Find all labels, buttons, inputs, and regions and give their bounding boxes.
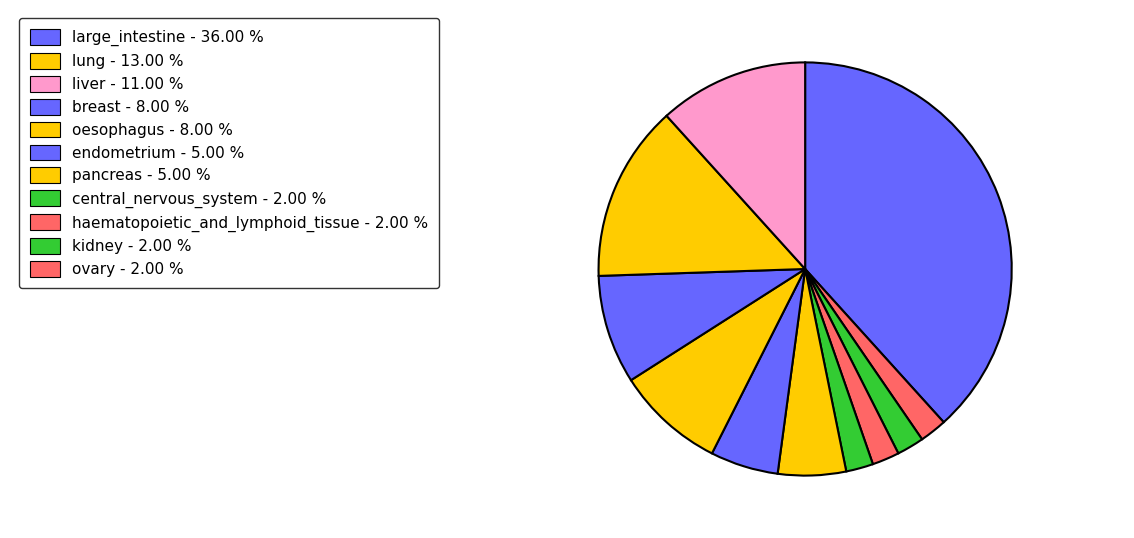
Wedge shape <box>778 269 846 476</box>
Wedge shape <box>712 269 805 474</box>
Wedge shape <box>667 62 805 269</box>
Wedge shape <box>805 269 898 464</box>
Legend: large_intestine - 36.00 %, lung - 13.00 %, liver - 11.00 %, breast - 8.00 %, oes: large_intestine - 36.00 %, lung - 13.00 … <box>19 18 439 288</box>
Wedge shape <box>805 62 1012 422</box>
Wedge shape <box>805 269 873 471</box>
Wedge shape <box>631 269 805 454</box>
Wedge shape <box>805 269 943 440</box>
Wedge shape <box>599 269 805 380</box>
Wedge shape <box>599 116 805 276</box>
Wedge shape <box>805 269 922 454</box>
